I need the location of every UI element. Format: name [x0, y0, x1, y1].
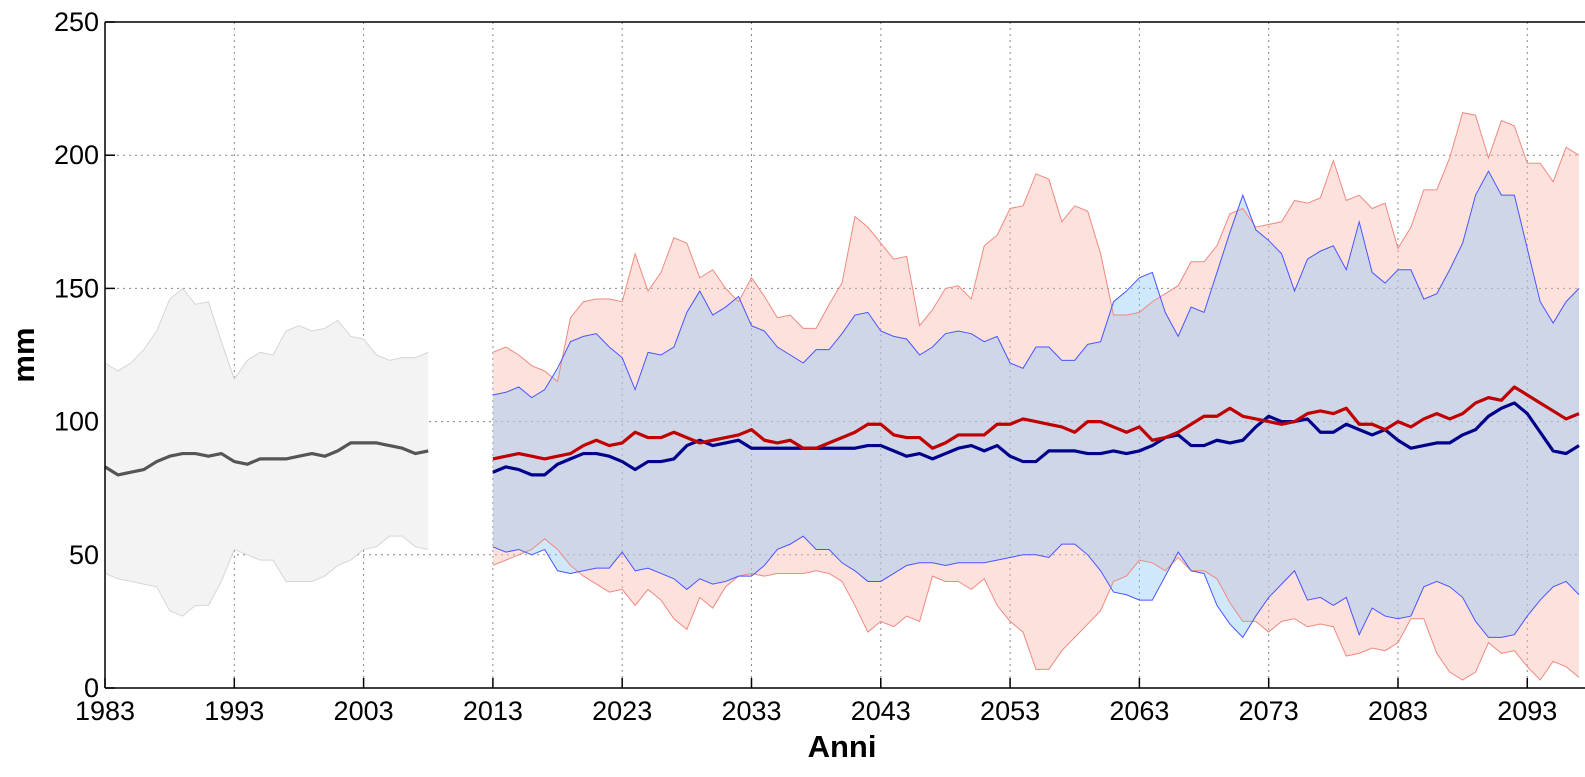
- mean-line: [492, 385, 1580, 461]
- band-edge: [492, 535, 1580, 639]
- x-tick-label: 2043: [851, 696, 911, 726]
- y-tick-label: 0: [84, 673, 99, 703]
- band: [105, 288, 429, 617]
- band-edge: [492, 538, 1580, 681]
- band: [492, 112, 1579, 681]
- y-tick-label: 100: [54, 407, 99, 437]
- y-tick-label: 200: [54, 140, 99, 170]
- x-tick-label: 1983: [75, 696, 135, 726]
- band-edge: [104, 535, 429, 617]
- mean-line: [492, 401, 1580, 477]
- mean-line: [104, 441, 429, 477]
- y-tick-label: 50: [69, 540, 99, 570]
- x-tick-label: 2093: [1497, 696, 1557, 726]
- y-tick-label: 250: [54, 7, 99, 37]
- band: [492, 171, 1579, 638]
- band-edge: [104, 287, 429, 381]
- x-tick-label: 2003: [334, 696, 394, 726]
- band-edge: [492, 170, 1580, 399]
- x-tick-label: 2083: [1368, 696, 1428, 726]
- x-tick-label: 2013: [463, 696, 523, 726]
- y-axis-label: mm: [6, 327, 41, 382]
- x-axis-label: Anni: [808, 729, 877, 764]
- x-tick-label: 2053: [980, 696, 1040, 726]
- x-tick-label: 2063: [1109, 696, 1169, 726]
- x-tick-label: 2033: [721, 696, 781, 726]
- x-tick-label: 2023: [592, 696, 652, 726]
- band-edge: [492, 111, 1580, 383]
- y-tick-label: 150: [54, 273, 99, 303]
- x-tick-label: 2073: [1239, 696, 1299, 726]
- x-tick-label: 1993: [204, 696, 264, 726]
